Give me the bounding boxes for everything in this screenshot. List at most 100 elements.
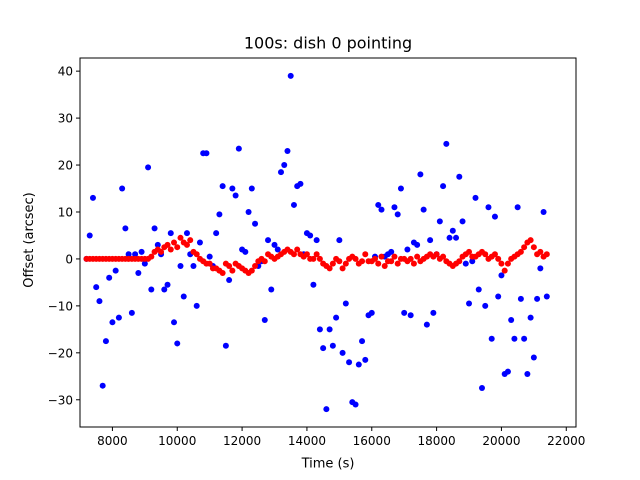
data-point <box>132 251 139 258</box>
data-point <box>271 241 278 248</box>
data-point <box>316 255 323 262</box>
data-point <box>310 281 317 288</box>
data-point <box>112 267 119 274</box>
data-point <box>375 260 382 267</box>
data-point <box>456 258 463 265</box>
data-point <box>339 349 346 356</box>
data-point <box>397 185 404 192</box>
data-point <box>219 183 226 190</box>
data-point <box>206 260 213 267</box>
data-point <box>229 267 236 274</box>
series-2-points <box>83 234 550 277</box>
data-point <box>540 208 547 215</box>
data-point <box>119 185 126 192</box>
y-axis-label: Offset (arcsec) <box>22 192 37 287</box>
data-point <box>232 192 239 199</box>
data-point <box>86 232 93 239</box>
data-point <box>414 241 421 248</box>
data-point <box>368 309 375 316</box>
data-point <box>177 234 184 241</box>
data-point <box>521 244 528 251</box>
data-point <box>410 260 417 267</box>
data-point <box>93 284 100 291</box>
data-point <box>284 147 291 154</box>
data-point <box>336 258 343 265</box>
x-tick-label: 10000 <box>158 434 196 448</box>
data-point <box>242 248 249 255</box>
data-point <box>407 255 414 262</box>
data-point <box>268 286 275 293</box>
data-point <box>537 265 544 272</box>
data-point <box>362 356 369 363</box>
data-point <box>274 246 281 253</box>
data-point <box>196 239 203 246</box>
data-point <box>167 246 174 253</box>
data-point <box>265 237 272 244</box>
data-point <box>122 225 129 232</box>
data-point <box>102 338 109 345</box>
data-point <box>469 258 476 265</box>
y-tick-label: 20 <box>58 159 73 173</box>
data-point <box>164 281 171 288</box>
data-point <box>138 248 145 255</box>
data-point <box>96 298 103 305</box>
data-point <box>436 218 443 225</box>
x-axis-label: Time (s) <box>301 457 355 472</box>
data-point <box>466 248 473 255</box>
data-point <box>89 194 96 201</box>
data-point <box>342 300 349 307</box>
data-point <box>99 382 106 389</box>
x-tick-label: 14000 <box>288 434 326 448</box>
data-point <box>190 262 197 269</box>
data-point <box>287 72 294 79</box>
data-point <box>313 237 320 244</box>
y-tick-label: 40 <box>58 65 73 79</box>
data-point <box>391 204 398 211</box>
data-point <box>449 227 456 234</box>
data-point <box>491 213 498 220</box>
data-point <box>388 248 395 255</box>
y-tick-label: 0 <box>65 252 73 266</box>
x-tick-label: 20000 <box>482 434 520 448</box>
data-point <box>193 251 200 258</box>
data-point <box>154 241 161 248</box>
data-point <box>316 326 323 333</box>
data-point <box>346 359 353 366</box>
data-point <box>524 370 531 377</box>
x-tick-label: 18000 <box>418 434 456 448</box>
data-point <box>534 295 541 302</box>
data-point <box>388 258 395 265</box>
data-point <box>423 321 430 328</box>
data-point <box>109 319 116 326</box>
data-point <box>495 293 502 300</box>
data-point <box>329 260 336 267</box>
data-point <box>453 234 460 241</box>
data-point <box>372 255 379 262</box>
data-point <box>359 338 366 345</box>
data-point <box>359 258 366 265</box>
data-point <box>222 342 229 349</box>
y-tick-label: −30 <box>48 393 73 407</box>
data-point <box>504 368 511 375</box>
plot-area <box>83 72 550 413</box>
data-point <box>459 218 466 225</box>
data-point <box>394 211 401 218</box>
data-point <box>235 145 242 152</box>
data-point <box>339 265 346 272</box>
data-point <box>475 286 482 293</box>
data-point <box>414 253 421 260</box>
data-point <box>511 335 518 342</box>
x-tick-label: 22000 <box>547 434 585 448</box>
data-point <box>252 262 259 269</box>
data-point <box>501 267 508 274</box>
data-point <box>248 185 255 192</box>
data-point <box>213 230 220 237</box>
data-point <box>290 251 297 258</box>
data-point <box>261 258 268 265</box>
data-point <box>446 234 453 241</box>
data-point <box>378 206 385 213</box>
data-point <box>381 262 388 269</box>
data-point <box>183 230 190 237</box>
y-tick-label: 10 <box>58 205 73 219</box>
